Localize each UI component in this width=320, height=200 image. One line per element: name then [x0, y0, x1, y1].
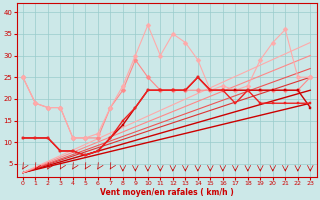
- X-axis label: Vent moyen/en rafales ( km/h ): Vent moyen/en rafales ( km/h ): [100, 188, 234, 197]
